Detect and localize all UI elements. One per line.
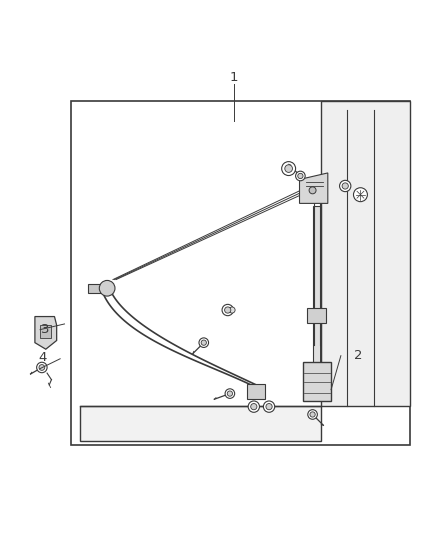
Circle shape xyxy=(251,403,257,410)
Circle shape xyxy=(285,165,293,172)
Text: 1: 1 xyxy=(230,71,238,84)
Circle shape xyxy=(263,401,275,413)
Circle shape xyxy=(199,338,208,348)
Circle shape xyxy=(37,362,47,373)
Circle shape xyxy=(229,307,235,313)
Circle shape xyxy=(298,173,303,179)
Polygon shape xyxy=(313,206,321,367)
Circle shape xyxy=(308,410,318,419)
Polygon shape xyxy=(88,284,106,293)
Polygon shape xyxy=(40,325,51,338)
Text: 4: 4 xyxy=(39,351,47,365)
Circle shape xyxy=(99,280,115,296)
Polygon shape xyxy=(307,308,326,323)
Circle shape xyxy=(39,365,45,370)
Circle shape xyxy=(296,171,305,181)
Circle shape xyxy=(353,188,367,201)
Circle shape xyxy=(266,403,272,410)
Polygon shape xyxy=(247,384,265,399)
Text: 3: 3 xyxy=(41,323,49,336)
Polygon shape xyxy=(300,173,328,204)
Circle shape xyxy=(282,161,296,175)
Polygon shape xyxy=(303,362,331,401)
Text: 2: 2 xyxy=(354,349,363,362)
Circle shape xyxy=(201,340,206,345)
Circle shape xyxy=(225,389,235,398)
Circle shape xyxy=(310,412,315,417)
Circle shape xyxy=(309,187,316,194)
Circle shape xyxy=(225,307,231,313)
Circle shape xyxy=(339,180,351,192)
Polygon shape xyxy=(35,317,57,349)
Circle shape xyxy=(222,304,233,316)
Circle shape xyxy=(227,391,233,396)
Circle shape xyxy=(248,401,259,413)
Polygon shape xyxy=(80,406,321,441)
Polygon shape xyxy=(321,101,410,406)
Circle shape xyxy=(342,183,348,189)
